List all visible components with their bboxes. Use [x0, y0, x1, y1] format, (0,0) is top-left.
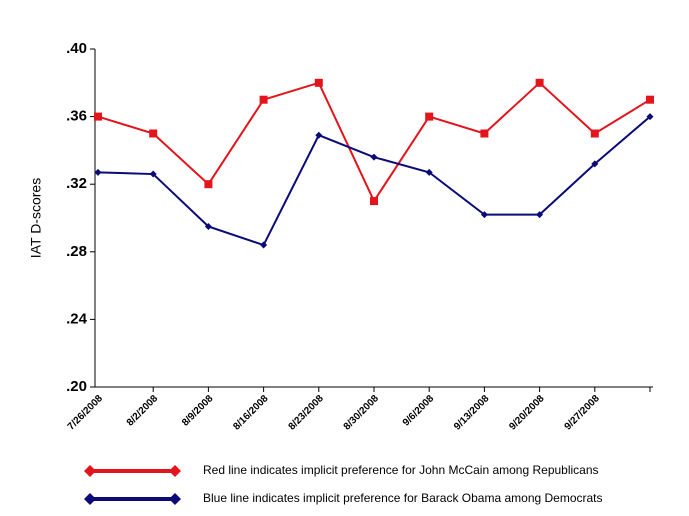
y-tick-label: .32	[66, 175, 87, 192]
data-point	[590, 129, 599, 138]
x-tick-label: 7/26/2008	[66, 393, 106, 433]
data-point	[646, 95, 654, 104]
y-tick-label: .36	[66, 108, 87, 125]
x-tick-label: 9/27/2008	[563, 393, 603, 433]
data-point	[646, 113, 654, 121]
x-tick-label: 9/6/2008	[401, 393, 437, 429]
data-point	[204, 222, 212, 230]
data-point	[535, 78, 544, 87]
legend-label: Blue line indicates implicit preference …	[203, 491, 603, 505]
series-line	[97, 115, 651, 247]
data-point	[260, 241, 268, 249]
x-tick-label: 9/13/2008	[452, 393, 492, 433]
data-point	[425, 112, 434, 121]
x-tick-label: 8/2/2008	[125, 393, 161, 429]
x-tick-label: 8/23/2008	[287, 393, 327, 433]
legend-marker	[169, 465, 181, 477]
y-tick-label: .20	[66, 378, 87, 395]
y-axis-label: IAT D-scores	[28, 178, 44, 258]
data-point	[536, 211, 544, 219]
legend-marker	[169, 493, 181, 505]
data-point	[370, 153, 378, 161]
x-tick-label: 8/9/2008	[180, 393, 216, 429]
data-point	[149, 129, 158, 138]
data-point	[315, 131, 323, 139]
data-point	[314, 78, 323, 87]
data-point	[480, 129, 489, 138]
data-point	[94, 168, 102, 176]
data-point	[204, 180, 213, 189]
x-tick-label: 8/30/2008	[342, 393, 382, 433]
data-point	[259, 95, 268, 104]
series-line	[97, 81, 651, 204]
y-tick-label: .24	[66, 310, 88, 327]
data-point	[370, 197, 378, 206]
data-point	[149, 170, 157, 178]
legend-marker	[84, 465, 96, 477]
legend-label: Red line indicates implicit preference f…	[203, 463, 599, 477]
x-tick-label: 9/20/2008	[507, 393, 547, 433]
data-point	[480, 211, 488, 219]
data-point	[425, 168, 433, 176]
data-point	[94, 112, 102, 121]
y-tick-label: .40	[66, 40, 87, 57]
x-tick-label: 8/16/2008	[231, 393, 271, 433]
y-tick-label: .28	[66, 243, 87, 260]
legend-marker	[84, 493, 96, 505]
data-point	[591, 160, 599, 168]
